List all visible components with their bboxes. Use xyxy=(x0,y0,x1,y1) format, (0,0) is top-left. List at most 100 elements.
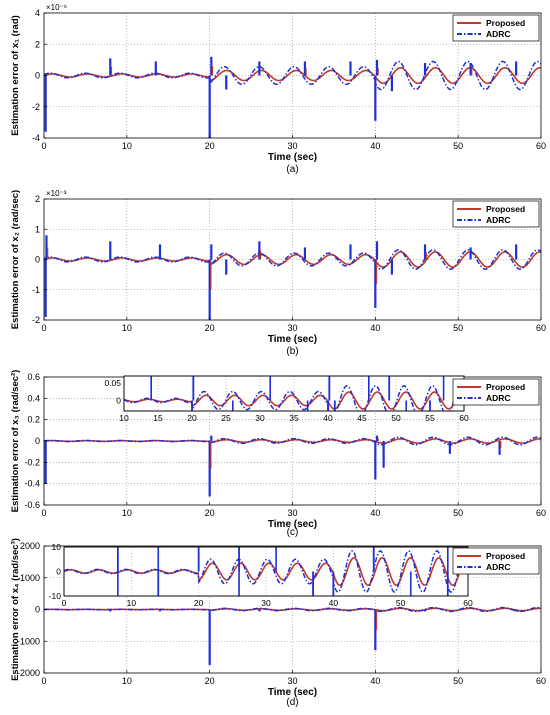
x-tick-label: 0 xyxy=(41,141,46,151)
y-tick-label: -2 xyxy=(32,102,40,112)
y-tick-label: -2 xyxy=(32,315,40,325)
y-tick-label: -0.2 xyxy=(24,457,40,467)
inset-x-tick-label: 20 xyxy=(194,598,204,608)
x-tick-label: 10 xyxy=(122,676,132,686)
x-tick-label: 40 xyxy=(370,323,380,333)
inset-x-tick-label: 55 xyxy=(425,413,435,423)
legend-label: Proposed xyxy=(486,18,525,28)
inset-x-tick-label: 20 xyxy=(187,413,197,423)
inset-x-tick-label: 35 xyxy=(289,413,299,423)
inset-y-tick-label: -10 xyxy=(49,591,62,601)
x-tick-label: 50 xyxy=(453,508,463,518)
y-axis-label: Estimation error of x₄ (rad/sec³) xyxy=(10,538,21,681)
x-tick-label: 60 xyxy=(536,508,546,518)
inset-x-tick-label: 10 xyxy=(119,413,129,423)
legend-label: ADRC xyxy=(486,393,511,403)
y-tick-label: 0 xyxy=(35,436,40,446)
y-tick-label: 0.2 xyxy=(27,415,40,425)
x-tick-label: 20 xyxy=(205,508,215,518)
x-tick-label: 20 xyxy=(205,676,215,686)
legend-box xyxy=(452,378,540,406)
x-tick-label: 0 xyxy=(41,676,46,686)
x-axis-label: Time (sec) xyxy=(268,334,317,345)
inset-y-tick-label: 0.05 xyxy=(104,378,121,388)
y-tick-label: -1 xyxy=(32,285,40,295)
y-axis-label: Estimation error of x₁ (rad) xyxy=(10,15,21,136)
panel-label: (a) xyxy=(286,164,298,175)
inset-x-tick-label: 25 xyxy=(221,413,231,423)
x-tick-label: 40 xyxy=(370,141,380,151)
x-tick-label: 40 xyxy=(370,676,380,686)
inset-x-tick-label: 0 xyxy=(62,598,67,608)
y-tick-label: 2000 xyxy=(20,541,40,551)
y-axis-label: Estimation error of x₃ (rad/sec²) xyxy=(10,370,21,513)
legend-box xyxy=(452,14,540,42)
inset-x-tick-label: 50 xyxy=(396,598,406,608)
inset-y-tick-label: 0 xyxy=(56,567,61,577)
inset-x-tick-label: 60 xyxy=(463,598,473,608)
inset-series-adrc xyxy=(124,385,464,411)
y-tick-label: 0.6 xyxy=(27,372,40,382)
x-tick-label: 30 xyxy=(287,508,297,518)
x-tick-label: 60 xyxy=(536,141,546,151)
chart-panel-3: 0 10 20 30 40 50 60 -0.6 -0.4 -0.2 0 0.2 0.4 0.6 Time … xyxy=(10,370,546,538)
inset-y-tick-label: 10 xyxy=(52,542,62,552)
legend-box xyxy=(452,200,540,228)
chart-panel-2: 0 10 20 30 40 50 60 -2 -1 0 1 2 ×10⁻³ Time (sec)(b) Es… xyxy=(10,189,546,357)
x-tick-label: 20 xyxy=(205,141,215,151)
y-tick-label: 0 xyxy=(35,255,40,265)
x-tick-label: 60 xyxy=(536,676,546,686)
main-series-adrc xyxy=(44,436,541,446)
x-tick-label: 60 xyxy=(536,323,546,333)
x-axis-label: Time (sec) xyxy=(268,519,317,530)
inset-x-tick-label: 60 xyxy=(459,413,469,423)
y-tick-label: 0 xyxy=(35,71,40,81)
x-tick-label: 30 xyxy=(287,323,297,333)
inset-series-adrc xyxy=(64,550,468,593)
x-tick-label: 50 xyxy=(453,323,463,333)
x-tick-label: 10 xyxy=(122,508,132,518)
main-series-adrc xyxy=(44,249,541,270)
x-axis-label: Time (sec) xyxy=(268,687,317,698)
x-tick-label: 10 xyxy=(122,141,132,151)
y-tick-label: -0.4 xyxy=(24,479,40,489)
x-tick-label: 50 xyxy=(453,141,463,151)
legend-label: Proposed xyxy=(486,551,525,561)
legend-label: ADRC xyxy=(486,215,511,225)
inset-x-tick-label: 10 xyxy=(127,598,137,608)
x-tick-label: 30 xyxy=(287,676,297,686)
panel-label: (d) xyxy=(286,697,298,708)
inset-y-tick-label: 0 xyxy=(116,396,121,406)
y-axis-label: Estimation error of x₂ (rad/sec) xyxy=(10,190,21,329)
x-tick-label: 50 xyxy=(453,676,463,686)
inset-panel: 10 15 20 25 30 35 40 45 50 55 60 0 0.05 xyxy=(104,375,469,423)
axis-exponent: ×10⁻³ xyxy=(46,189,67,198)
x-tick-label: 0 xyxy=(41,508,46,518)
main-series-adrc xyxy=(44,606,541,613)
inset-x-tick-label: 50 xyxy=(391,413,401,423)
main-series-adrc xyxy=(44,60,541,91)
x-tick-label: 10 xyxy=(122,323,132,333)
chart-panel-1: 0 10 20 30 40 50 60 -4 -2 0 2 4 ×10⁻⁶ Time (sec)(a) Es… xyxy=(10,3,546,175)
y-tick-label: -0.6 xyxy=(24,500,40,510)
inset-x-tick-label: 30 xyxy=(261,598,271,608)
x-tick-label: 30 xyxy=(287,141,297,151)
y-tick-label: 0 xyxy=(35,605,40,615)
y-tick-label: 1000 xyxy=(20,573,40,583)
y-tick-label: -4 xyxy=(32,133,40,143)
x-tick-label: 20 xyxy=(205,323,215,333)
inset-x-tick-label: 15 xyxy=(153,413,163,423)
inset-x-tick-label: 30 xyxy=(255,413,265,423)
x-tick-label: 40 xyxy=(370,508,380,518)
panel-label: (b) xyxy=(286,346,298,357)
axis-exponent: ×10⁻⁶ xyxy=(46,3,67,12)
legend-box xyxy=(452,547,540,575)
inset-x-tick-label: 40 xyxy=(323,413,333,423)
